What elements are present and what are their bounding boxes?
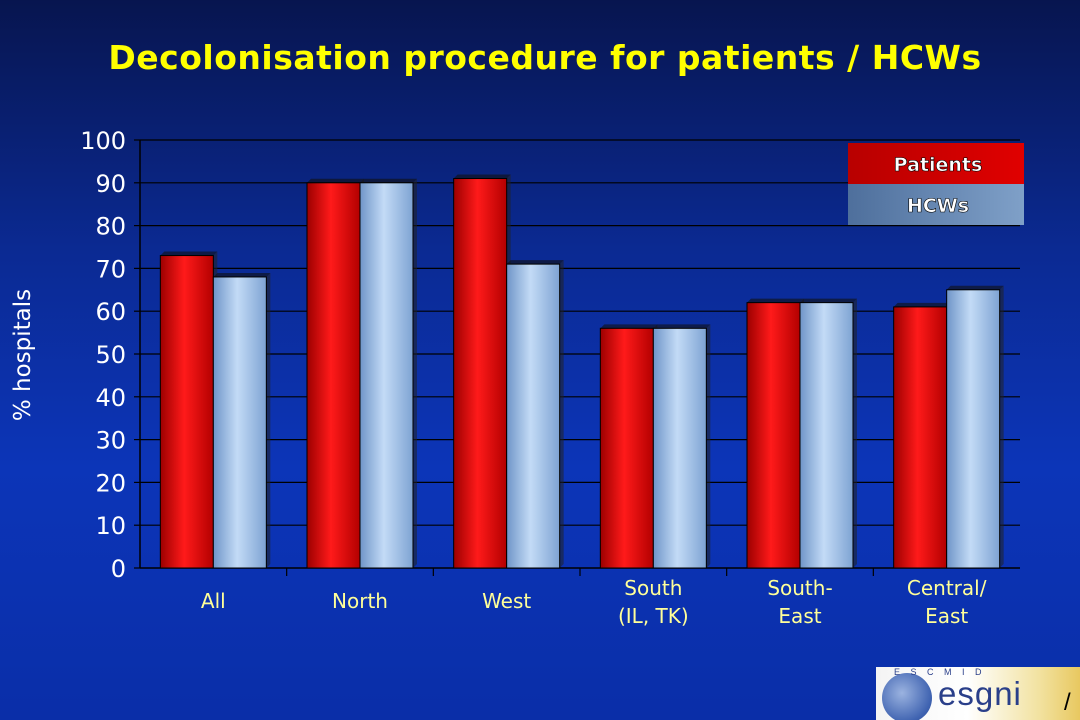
logo-text: esgni <box>938 675 1022 712</box>
bar-hcws <box>212 276 267 569</box>
bar-top <box>160 251 218 256</box>
bar-hcws <box>799 302 854 569</box>
bar-side <box>706 324 711 568</box>
x-category-label: North <box>332 589 388 613</box>
y-tick-label: 30 <box>95 427 126 455</box>
bar-patients <box>159 255 214 569</box>
bar-patients <box>306 182 361 569</box>
y-tick-label: 20 <box>95 469 126 497</box>
bar-side <box>266 272 271 568</box>
bar-side <box>413 178 417 569</box>
legend-label-hcws: HCWs <box>907 195 969 217</box>
y-tick-label: 0 <box>111 555 126 583</box>
y-tick-label: 40 <box>95 384 126 412</box>
bar-top <box>653 324 711 329</box>
x-category-label: South-East <box>767 576 832 628</box>
bars <box>159 174 1004 569</box>
bar-patients <box>599 327 654 569</box>
y-tick-label: 90 <box>95 170 126 198</box>
x-category-label: West <box>482 589 531 613</box>
x-category-label: South (IL, TK) <box>618 576 689 628</box>
bar-top <box>893 302 951 307</box>
globe-icon <box>882 673 932 720</box>
legend: Patients HCWs <box>848 143 1024 225</box>
y-tick-label: 60 <box>95 298 126 326</box>
bar-top <box>453 174 511 179</box>
bar-side <box>999 285 1004 568</box>
bar-hcws <box>359 182 414 569</box>
bar-top <box>946 285 1004 290</box>
axes <box>134 139 1020 576</box>
slide-title: Decolonisation procedure for patients / … <box>108 38 982 77</box>
y-tick-label: 50 <box>95 341 126 369</box>
bar-hcws <box>652 327 707 569</box>
bar-side <box>853 298 857 568</box>
x-category-labels: All North West South (IL, TK) South-East Centr… <box>201 576 987 628</box>
bar-chart: 0 10 20 30 40 50 60 70 80 90 100 All North West South… <box>10 127 1024 628</box>
bar-top <box>800 298 857 303</box>
esgni-logo: E S C M I D esgni / <box>876 667 1080 720</box>
bar-top <box>213 272 271 277</box>
bar-patients <box>746 302 801 569</box>
y-tick-label: 10 <box>95 512 126 540</box>
logo-slash: / <box>1064 689 1071 716</box>
y-axis-label: % hospitals <box>10 289 36 421</box>
x-category-label: Central/East <box>907 576 987 628</box>
bar-patients <box>453 178 508 569</box>
bar-top <box>506 260 564 265</box>
bar-hcws <box>946 289 1001 569</box>
x-category-label: All <box>201 589 226 613</box>
logo-small-text: E S C M I D <box>894 667 986 677</box>
bar-top <box>360 178 417 183</box>
bar-patients <box>893 306 948 569</box>
legend-label-patients: Patients <box>894 154 983 176</box>
y-tick-label: 100 <box>80 127 126 155</box>
gridlines <box>140 139 1020 526</box>
legend-swatch-hcws <box>848 184 1024 225</box>
y-tick-label: 70 <box>95 255 126 283</box>
bar-top <box>747 298 804 303</box>
bar-top <box>600 324 658 329</box>
bar-hcws <box>506 263 561 569</box>
bar-side <box>559 260 564 568</box>
legend-swatch-patients <box>848 143 1024 184</box>
y-tick-labels: 0 10 20 30 40 50 60 70 80 90 100 <box>80 127 126 583</box>
y-tick-label: 80 <box>95 213 126 241</box>
bar-top <box>307 178 364 183</box>
